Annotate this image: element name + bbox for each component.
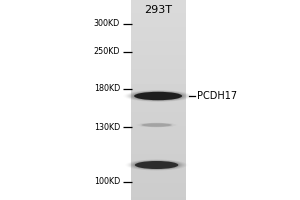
Bar: [0, 0, 130, 200]
Text: 293T: 293T: [144, 5, 172, 15]
Text: 300KD: 300KD: [94, 20, 120, 28]
Bar: [130, 0, 186, 200]
Text: 180KD: 180KD: [94, 84, 120, 93]
Text: 130KD: 130KD: [94, 122, 120, 132]
Ellipse shape: [133, 92, 183, 100]
Ellipse shape: [142, 123, 172, 127]
Bar: [186, 0, 300, 200]
Ellipse shape: [135, 161, 178, 169]
Text: 100KD: 100KD: [94, 178, 120, 186]
Ellipse shape: [134, 92, 182, 100]
Text: PCDH17: PCDH17: [196, 91, 237, 101]
Text: 250KD: 250KD: [94, 47, 120, 56]
